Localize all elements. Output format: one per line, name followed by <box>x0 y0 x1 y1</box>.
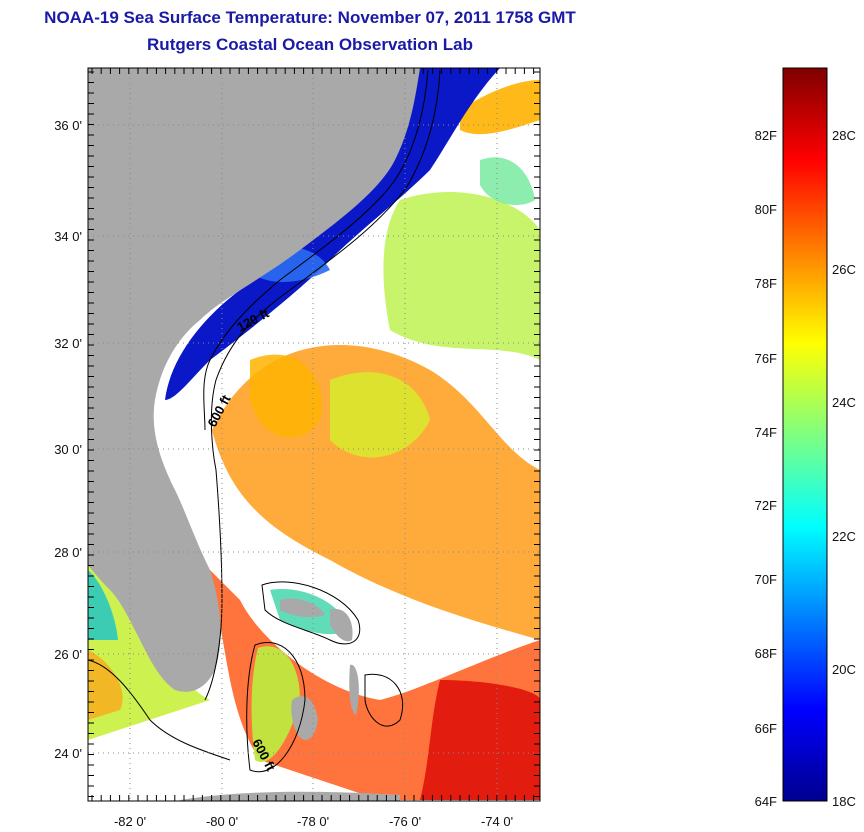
celsius-label: 26C <box>832 262 856 277</box>
lon-label: -74 0' <box>481 814 513 829</box>
gulf-water <box>88 650 123 720</box>
fahrenheit-label: 72F <box>755 498 777 513</box>
celsius-label: 20C <box>832 662 856 677</box>
lat-label: 34 0' <box>54 229 82 244</box>
celsius-label: 18C <box>832 794 856 809</box>
eleuthera-island <box>349 664 359 715</box>
fahrenheit-label: 76F <box>755 351 777 366</box>
contour-600ft <box>204 69 441 701</box>
celsius-label: 22C <box>832 529 856 544</box>
fahrenheit-label: 78F <box>755 276 777 291</box>
fahrenheit-label: 68F <box>755 646 777 661</box>
cool-water-patches <box>480 157 535 205</box>
lat-label: 30 0' <box>54 442 82 457</box>
lon-label: -76 0' <box>389 814 421 829</box>
fahrenheit-label: 80F <box>755 202 777 217</box>
celsius-label: 24C <box>832 395 856 410</box>
map-title: NOAA-19 Sea Surface Temperature: Novembe… <box>44 8 576 27</box>
sst-field <box>88 68 540 800</box>
cool-water-patches <box>383 191 540 360</box>
map-subtitle: Rutgers Coastal Ocean Observation Lab <box>147 35 473 54</box>
contour-gulf <box>87 659 231 761</box>
colorbar-fahrenheit-labels: 82F 80F 78F 76F 74F 72F 70F 68F 66F 64F <box>755 128 777 809</box>
contour-bahamas <box>364 673 404 727</box>
landmass <box>88 68 420 801</box>
axis-minor-ticks <box>88 68 540 801</box>
lat-label: 36 0' <box>54 118 82 133</box>
abaco-island <box>330 609 353 642</box>
grand-bahama <box>280 598 325 618</box>
longitude-labels: -82 0' -80 0' -78 0' -76 0' -74 0' <box>114 814 513 829</box>
warm-water-region <box>250 354 322 438</box>
lon-label: -78 0' <box>297 814 329 829</box>
graticule <box>88 68 540 801</box>
colorbar-celsius-labels: 28C 26C 24C 22C 20C 18C <box>832 128 856 809</box>
bahama-bank <box>251 646 300 762</box>
bathymetry-contours <box>87 69 441 773</box>
us-east-coast <box>88 68 420 692</box>
fahrenheit-label: 70F <box>755 572 777 587</box>
lat-label: 32 0' <box>54 336 82 351</box>
cold-shelf-water <box>165 68 500 400</box>
cuba-coast <box>180 791 400 801</box>
contour-bahamas <box>246 641 306 773</box>
warm-water-region <box>460 80 540 135</box>
hot-water-region <box>420 680 540 800</box>
contour-120ft <box>203 69 429 431</box>
lat-label: 26 0' <box>54 647 82 662</box>
lon-label: -82 0' <box>114 814 146 829</box>
fahrenheit-label: 64F <box>755 794 777 809</box>
andros-island <box>291 696 318 740</box>
contour-bahamas <box>261 581 361 645</box>
latitude-labels: 36 0' 34 0' 32 0' 30 0' 28 0' 26 0' 24 0… <box>54 118 82 761</box>
lat-label: 28 0' <box>54 545 82 560</box>
gulf-water <box>88 570 118 640</box>
lon-label: -80 0' <box>206 814 238 829</box>
fahrenheit-label: 66F <box>755 721 777 736</box>
celsius-label: 28C <box>832 128 856 143</box>
fahrenheit-label: 74F <box>755 425 777 440</box>
fahrenheit-label: 82F <box>755 128 777 143</box>
lat-label: 24 0' <box>54 746 82 761</box>
colorbar-gradient <box>782 67 828 802</box>
